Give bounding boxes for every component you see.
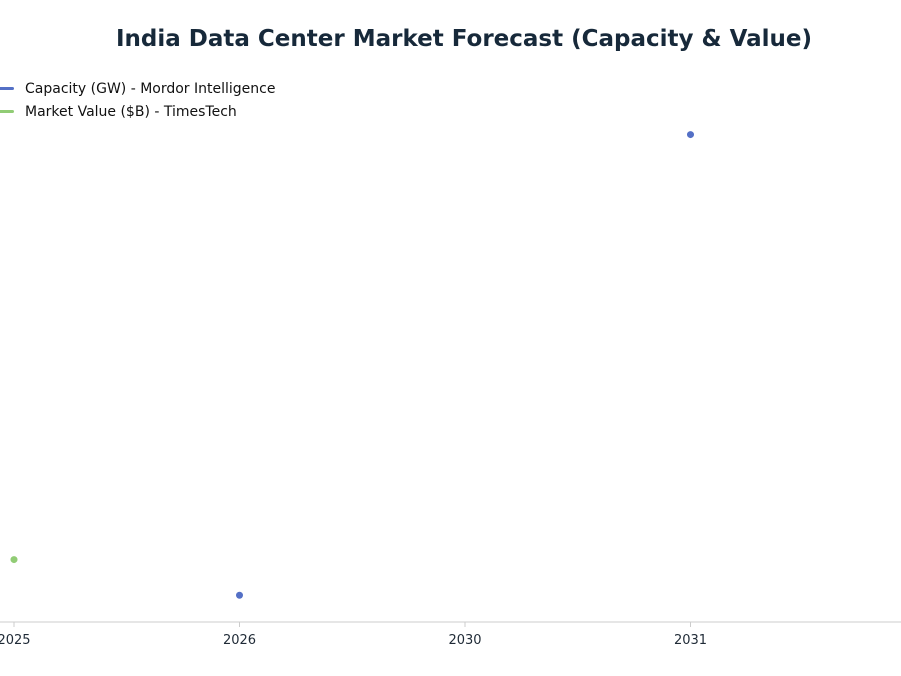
x-tick-label: 2030 bbox=[448, 633, 481, 648]
x-tick-label: 2031 bbox=[674, 633, 707, 648]
chart-title: India Data Center Market Forecast (Capac… bbox=[115, 26, 813, 52]
legend-swatch-capacity bbox=[0, 87, 14, 90]
x-tick-label: 2026 bbox=[223, 633, 256, 648]
legend-swatch-market-value bbox=[0, 110, 14, 113]
data-points bbox=[10, 131, 694, 599]
x-tick-label: 2025 bbox=[0, 633, 31, 648]
legend-label-market-value: Market Value ($B) - TimesTech bbox=[25, 104, 237, 120]
legend-label-capacity: Capacity (GW) - Mordor Intelligence bbox=[25, 81, 276, 97]
capacity-data-point[interactable] bbox=[687, 131, 694, 139]
capacity-data-point[interactable] bbox=[236, 591, 243, 599]
market-value-data-point[interactable] bbox=[10, 556, 18, 564]
x-axis-ticks: 20252026203020312 bbox=[0, 622, 707, 648]
